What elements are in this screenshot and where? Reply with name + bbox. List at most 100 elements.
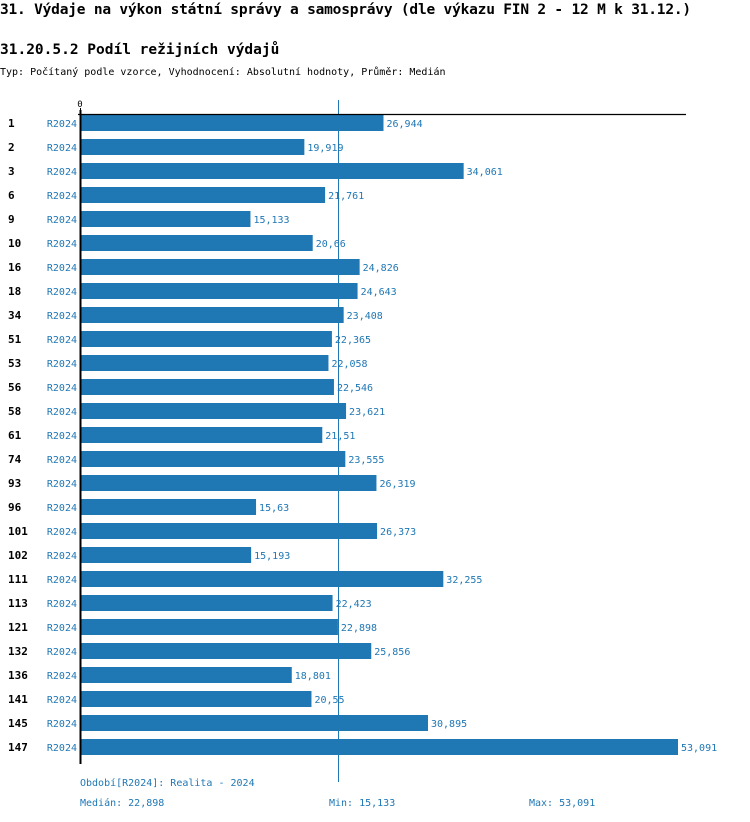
value-label: 15,133 xyxy=(253,215,289,226)
value-label: 22,423 xyxy=(336,599,372,610)
bar-10 xyxy=(81,235,313,251)
value-label: 24,643 xyxy=(361,287,397,298)
series-label: R2024 xyxy=(47,335,77,346)
category-label: 56 xyxy=(8,381,22,394)
value-label: 23,621 xyxy=(349,407,385,418)
bar-132 xyxy=(81,643,372,659)
series-label: R2024 xyxy=(47,191,77,202)
labels-layer: 1 R2024 26,944 2 R2024 19,919 3 R2024 34,061 6 R20… xyxy=(8,117,717,754)
series-label: R2024 xyxy=(47,359,77,370)
series-label: R2024 xyxy=(47,215,77,226)
bar-121 xyxy=(81,619,338,635)
category-label: 34 xyxy=(8,309,22,322)
series-label: R2024 xyxy=(47,239,77,250)
series-label: R2024 xyxy=(47,623,77,634)
bar-9 xyxy=(81,211,251,227)
value-label: 21,761 xyxy=(328,191,364,202)
value-label: 34,061 xyxy=(467,167,503,178)
category-label: 132 xyxy=(8,645,28,658)
category-label: 61 xyxy=(8,429,22,442)
value-label: 19,919 xyxy=(307,143,343,154)
value-label: 20,55 xyxy=(314,695,344,706)
series-label: R2024 xyxy=(47,167,77,178)
bar-101 xyxy=(81,523,378,539)
value-label: 25,856 xyxy=(374,647,410,658)
series-label: R2024 xyxy=(47,647,77,658)
category-label: 102 xyxy=(8,549,28,562)
value-label: 24,826 xyxy=(363,263,399,274)
category-label: 3 xyxy=(8,165,15,178)
chart-title: 31.20.5.2 Podíl režijních výdajů xyxy=(0,42,280,58)
category-label: 136 xyxy=(8,669,28,682)
bar-61 xyxy=(81,427,323,443)
series-label: R2024 xyxy=(47,671,77,682)
x-tick-label-0: 0 xyxy=(77,100,82,110)
value-label: 22,058 xyxy=(331,359,367,370)
category-label: 16 xyxy=(8,261,22,274)
series-label: R2024 xyxy=(47,743,77,754)
bar-6 xyxy=(81,187,326,203)
series-label: R2024 xyxy=(47,719,77,730)
value-label: 23,408 xyxy=(347,311,383,322)
category-label: 1 xyxy=(8,117,15,130)
bar-2 xyxy=(81,139,305,155)
bar-147 xyxy=(81,739,678,755)
category-label: 121 xyxy=(8,621,28,634)
bar-141 xyxy=(81,691,312,707)
bar-34 xyxy=(81,307,344,323)
value-label: 26,319 xyxy=(379,479,415,490)
category-label: 96 xyxy=(8,501,22,514)
category-label: 141 xyxy=(8,693,28,706)
series-label: R2024 xyxy=(47,431,77,442)
category-label: 74 xyxy=(8,453,22,466)
value-label: 21,51 xyxy=(325,431,355,442)
value-label: 20,66 xyxy=(316,239,346,250)
category-label: 58 xyxy=(8,405,21,418)
footer-min: Min: 15,133 xyxy=(329,798,396,809)
value-label: 18,801 xyxy=(295,671,331,682)
bar-16 xyxy=(81,259,360,275)
category-label: 101 xyxy=(8,525,28,538)
series-label: R2024 xyxy=(47,287,77,298)
category-label: 147 xyxy=(8,741,28,754)
report-title: 31. Výdaje na výkon státní správy a samo… xyxy=(0,2,691,18)
category-label: 145 xyxy=(8,717,28,730)
bar-111 xyxy=(81,571,444,587)
category-label: 113 xyxy=(8,597,28,610)
bar-56 xyxy=(81,379,334,395)
footer-median: Medián: 22,898 xyxy=(80,798,165,809)
bar-93 xyxy=(81,475,377,491)
value-label: 15,63 xyxy=(259,503,289,514)
bar-113 xyxy=(81,595,333,611)
category-label: 9 xyxy=(8,213,15,226)
bar-3 xyxy=(81,163,464,179)
bar-96 xyxy=(81,499,257,515)
series-label: R2024 xyxy=(47,575,77,586)
category-label: 93 xyxy=(8,477,21,490)
bar-18 xyxy=(81,283,358,299)
bar-1 xyxy=(81,115,384,131)
category-label: 2 xyxy=(8,141,15,154)
series-label: R2024 xyxy=(47,551,77,562)
value-label: 26,944 xyxy=(386,119,422,130)
series-label: R2024 xyxy=(47,455,77,466)
bar-136 xyxy=(81,667,292,683)
category-label: 18 xyxy=(8,285,21,298)
bars-layer xyxy=(81,115,678,755)
bar-58 xyxy=(81,403,347,419)
series-label: R2024 xyxy=(47,527,77,538)
value-label: 22,898 xyxy=(341,623,377,634)
chart-type-description: Typ: Počítaný podle vzorce, Vyhodnocení:… xyxy=(0,67,446,78)
series-label: R2024 xyxy=(47,695,77,706)
value-label: 26,373 xyxy=(380,527,416,538)
category-label: 51 xyxy=(8,333,22,346)
series-label: R2024 xyxy=(47,143,77,154)
series-label: R2024 xyxy=(47,311,77,322)
value-label: 53,091 xyxy=(681,743,717,754)
bar-102 xyxy=(81,547,252,563)
category-label: 53 xyxy=(8,357,21,370)
series-label: R2024 xyxy=(47,599,77,610)
value-label: 22,365 xyxy=(335,335,371,346)
series-label: R2024 xyxy=(47,263,77,274)
